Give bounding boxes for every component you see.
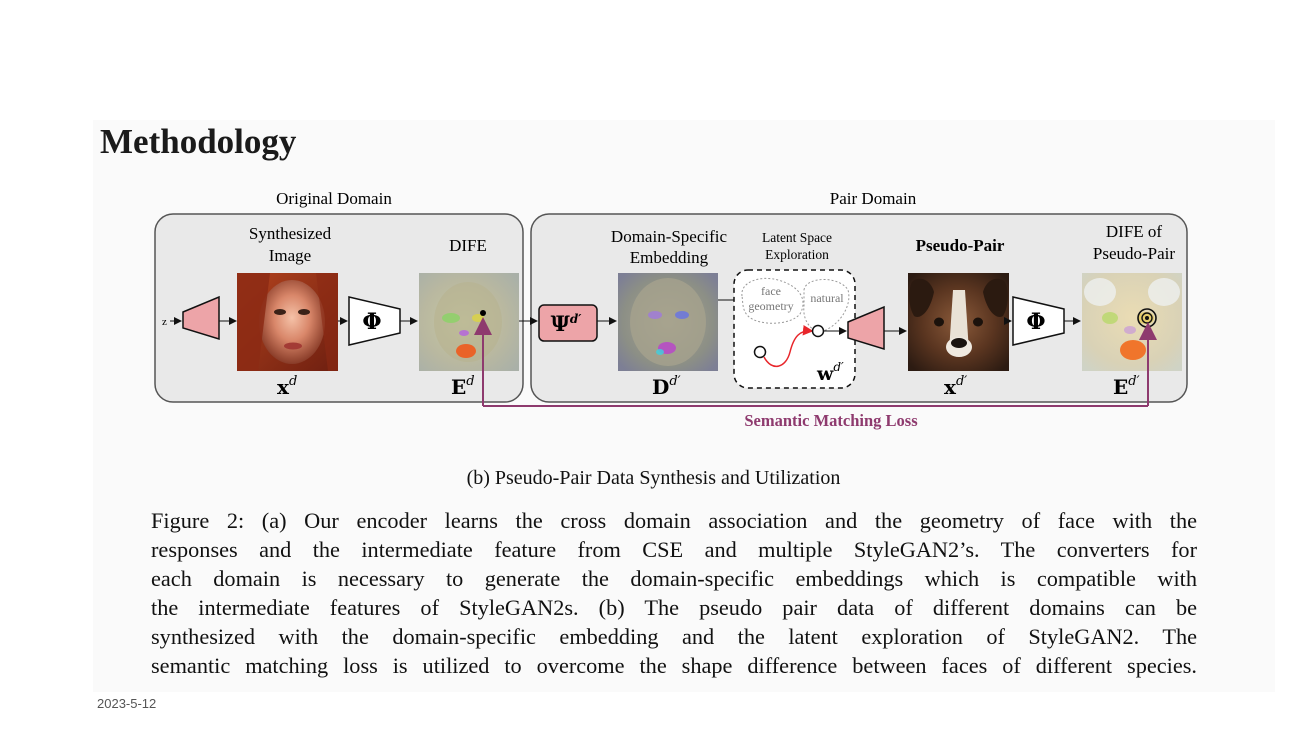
caption-line: synthesized with the domain-specific emb… <box>151 624 1197 649</box>
domain-specific-embedding-image <box>618 273 718 371</box>
dife-pseudo-pair-image <box>1082 273 1182 371</box>
synthesized-image-label-2: Image <box>269 246 311 265</box>
latent-space-label: Latent Space <box>762 230 832 245</box>
caption-line: Figure 2: (a) Our encoder learns the cro… <box>151 508 1197 533</box>
x-d-prime-base: x <box>944 375 957 399</box>
generator-trapezoid <box>182 295 220 341</box>
dife-pseudo-pair-label: DIFE of <box>1106 222 1163 241</box>
face-geometry-label: face <box>761 284 781 298</box>
figure-subcaption: (b) Pseudo-Pair Data Synthesis and Utili… <box>466 467 841 489</box>
psi-symbol: Ψ <box>551 311 571 336</box>
synthesized-image-label: Synthesized <box>249 224 332 243</box>
domain-specific-label: Domain-Specific <box>611 227 728 246</box>
face-geometry-label-2: geometry <box>748 299 793 313</box>
latent-path <box>763 325 814 367</box>
e-d-label: Ed <box>451 374 475 399</box>
z-label: z <box>162 316 167 328</box>
phi-label-1: Φ <box>362 309 381 335</box>
e-d-prime-superscript: d′ <box>1128 374 1139 389</box>
dife-label: DIFE <box>449 236 487 255</box>
natural-label: natural <box>810 291 844 305</box>
x-d-superscript: d <box>289 374 297 389</box>
e-d-superscript: d <box>466 374 474 389</box>
d-d-base: D <box>652 375 669 399</box>
original-domain-label: Original Domain <box>276 189 392 208</box>
caption-line: responses and the intermediate feature f… <box>151 537 1197 562</box>
caption-line: each domain is necessary to generate the… <box>151 566 1197 591</box>
e-d-base: E <box>451 375 466 399</box>
face-geometry-region <box>741 277 804 324</box>
generator-trapezoid-2 <box>847 305 885 351</box>
semantic-matching-loss-label: Semantic Matching Loss <box>744 411 918 430</box>
dife-pseudo-pair-label-2: Pseudo-Pair <box>1093 244 1176 263</box>
phi-trapezoid-2 <box>1012 296 1065 346</box>
synthesized-image <box>237 273 338 371</box>
e-d-prime-base: E <box>1113 375 1128 399</box>
e-d-prime-label: Ed′ <box>1113 374 1140 399</box>
latent-start-point <box>753 345 767 359</box>
phi-label-2: Φ <box>1026 309 1045 335</box>
slide-title: Methodology <box>100 122 297 161</box>
slide-date: 2023-5-12 <box>97 696 157 711</box>
d-d-label: Dd′ <box>652 374 681 399</box>
x-d-prime-label: xd′ <box>944 374 967 399</box>
psi-superscript: d′ <box>570 312 582 326</box>
x-d-label: xd <box>277 374 297 399</box>
latent-space-label-2: Exploration <box>765 247 829 262</box>
pair-domain-label: Pair Domain <box>830 189 917 208</box>
w-base: w <box>816 363 834 385</box>
pseudo-pair-label: Pseudo-Pair <box>916 236 1005 255</box>
pseudo-pair-image <box>908 273 1009 371</box>
domain-specific-label-2: Embedding <box>630 248 709 267</box>
caption-line: semantic matching loss is utilized to ov… <box>151 653 1197 678</box>
psi-label: Ψd′ <box>551 311 583 336</box>
w-superscript: d′ <box>833 360 844 374</box>
natural-region <box>803 279 850 332</box>
x-d-prime-superscript: d′ <box>956 374 967 389</box>
x-d-base: x <box>277 375 290 399</box>
latent-end-point <box>811 324 825 338</box>
figure-caption: Figure 2: (a) Our encoder learns the cro… <box>151 506 1197 680</box>
dife-image <box>419 273 519 371</box>
w-label: wd′ <box>816 360 844 385</box>
d-d-superscript: d′ <box>669 374 680 389</box>
caption-line: the intermediate features of StyleGAN2s.… <box>151 595 1197 620</box>
phi-trapezoid-1 <box>348 296 401 346</box>
psi-box <box>538 304 598 342</box>
